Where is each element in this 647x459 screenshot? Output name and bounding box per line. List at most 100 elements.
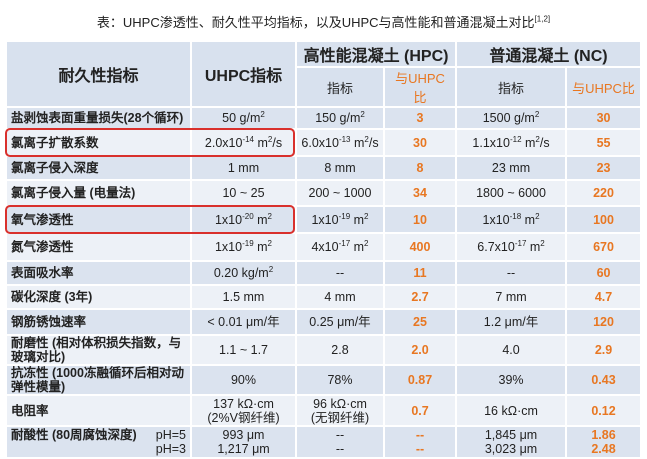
row-label: 耐磨性 (相对体积损失指数，与 玻璃对比) <box>5 334 192 366</box>
value-cell: 4x10-17 m2 <box>295 232 385 262</box>
text: -- <box>415 428 425 442</box>
cell-line: 2.8 <box>301 343 379 357</box>
text: 1x10 <box>214 212 243 227</box>
ratio-cell: 670 <box>565 232 643 262</box>
value-cell: 150 g/m2 <box>295 106 385 130</box>
cell-line: 60 <box>571 266 636 280</box>
text: 8 mm <box>324 161 356 175</box>
cell-line: 8 <box>389 161 451 175</box>
ratio-cell: 34 <box>382 179 458 207</box>
text: -- <box>335 266 345 280</box>
cell-line: 670 <box>571 240 636 254</box>
label-line: 氧气渗透性 <box>11 213 186 227</box>
header-cell: 指标 <box>295 66 385 108</box>
ratio-cell: 2.7 <box>382 284 458 310</box>
value-cell: 1x10-19 m2 <box>295 205 385 234</box>
ratio-cell: 400 <box>382 232 458 262</box>
value-cell: 1,845 μm 3,023 μm <box>455 425 568 459</box>
text: 1x10 <box>214 240 243 254</box>
superscript: -17 <box>338 238 351 248</box>
cell-line: 96 kΩ·cm <box>301 397 379 411</box>
cell-line: 25 <box>389 315 451 329</box>
row-label: 电阻率 <box>5 394 192 427</box>
value-cell: 1.2 μm/年 <box>455 308 568 336</box>
text: 78% <box>327 373 353 387</box>
cell-line: 1.1 ~ 1.7 <box>196 343 291 357</box>
cell-line: 1 mm <box>196 161 291 175</box>
ratio-cell: 11 <box>382 260 458 286</box>
label-line: 氯离子扩散系数 <box>11 136 186 150</box>
text: /s <box>272 135 283 150</box>
row-label: 氯离子侵入量 (电量法) <box>5 179 192 207</box>
superscript: -12 <box>509 134 522 144</box>
superscript: -18 <box>509 211 522 221</box>
table-row: 氮气渗透性 1x10-19 m2 4x10-17 m2 400 6.7x10-17 m2… <box>5 232 643 262</box>
label-text: 耐酸性 (80周腐蚀深度) <box>11 428 137 442</box>
value-cell: 78% <box>295 364 385 396</box>
label-line: 钢筋锈蚀速率 <box>11 315 186 329</box>
cell-line: < 0.01 μm/年 <box>196 315 291 329</box>
cell-line: 1x10-19 m2 <box>196 238 291 254</box>
text: 2.9 <box>594 343 613 357</box>
cell-line: 6.7x10-17 m2 <box>461 239 561 254</box>
text: 96 kΩ·cm <box>313 396 367 411</box>
text: 55 <box>596 135 611 150</box>
text: < 0.01 μm/年 <box>207 315 280 329</box>
text: 25 <box>413 315 427 329</box>
label-text: 氮气渗透性 <box>11 240 74 254</box>
header-cell: UHPC指标 <box>190 40 297 108</box>
value-cell: 39% <box>455 364 568 396</box>
ratio-cell: 2.0 <box>382 334 458 366</box>
label-text: 表面吸水率 <box>11 266 74 280</box>
table-row: 钢筋锈蚀速率 < 0.01 μm/年 0.25 μm/年 25 1.2 μm/年 120 <box>5 308 643 336</box>
text: (2%V钢纤维) <box>207 410 280 425</box>
value-cell: 6.7x10-17 m2 <box>455 232 568 262</box>
text: /s <box>539 135 550 150</box>
value-cell: 993 μm 1,217 μm <box>190 425 297 459</box>
ratio-cell: 4.7 <box>565 284 643 310</box>
cell-line: 1.2 μm/年 <box>461 315 561 329</box>
text: 1.5 mm <box>222 290 265 304</box>
table-row: 抗冻性 (1000冻融循环后相对动 弹性模量) 90% 78% 0.87 39% 0.43 <box>5 364 643 396</box>
text: 39% <box>498 373 524 387</box>
superscript: -19 <box>242 238 254 248</box>
value-cell: < 0.01 μm/年 <box>190 308 297 336</box>
text: m <box>254 135 268 150</box>
text: 1,845 μm <box>484 428 538 442</box>
cell-line: -- <box>301 428 379 442</box>
label-line: 电阻率 <box>11 404 186 418</box>
text: 100 <box>593 212 614 227</box>
text: 200 ~ 1000 <box>308 186 372 200</box>
label-line: 耐磨性 (相对体积损失指数，与 <box>11 336 186 350</box>
text: 4.7 <box>594 290 613 304</box>
text: m <box>521 212 536 227</box>
header-cell: 与UHPC比 <box>382 66 458 108</box>
text: 表：UHPC渗透性、耐久性平均指标，以及UHPC与高性能和普通混凝土对比 <box>96 15 535 30</box>
sublabel: pH=5 <box>155 428 186 442</box>
text: 1x10 <box>311 212 339 227</box>
label-text: 钢筋锈蚀速率 <box>11 315 87 329</box>
value-cell: 90% <box>190 364 297 396</box>
header-cell: 与UHPC比 <box>565 66 643 108</box>
cell-line: 1x10-20 m2 <box>196 212 291 227</box>
row-label: 碳化深度 (3年) <box>5 284 192 310</box>
superscript: 2 <box>364 134 369 144</box>
text: 4x10 <box>311 240 339 254</box>
cell-line: 150 g/m2 <box>301 110 379 125</box>
header-cell: 指标 <box>455 66 568 108</box>
text: 0.87 <box>407 373 433 387</box>
cell-line: 0.12 <box>571 404 636 418</box>
cell-line: 30 <box>571 111 636 125</box>
ratio-cell: 60 <box>565 260 643 286</box>
row-label: 氧气渗透性 <box>5 205 192 234</box>
text: 1.1 ~ 1.7 <box>219 343 268 357</box>
table-row: 表面吸水率 0.20 kg/m2 -- 11 -- 60 <box>5 260 643 286</box>
cell-line: 1500 g/m2 <box>461 110 561 125</box>
text: m <box>253 212 268 227</box>
cell-line: 1,845 μm <box>461 428 561 442</box>
table-row: 氯离子扩散系数 2.0x10-14 m2/s 6.0x10-13 m2/s 30 1.1… <box>5 128 643 157</box>
text: 30 <box>413 135 427 150</box>
ratio-cell: 30 <box>382 128 458 157</box>
cell-line: 4x10-17 m2 <box>301 238 379 254</box>
text: 0.7 <box>411 403 429 418</box>
